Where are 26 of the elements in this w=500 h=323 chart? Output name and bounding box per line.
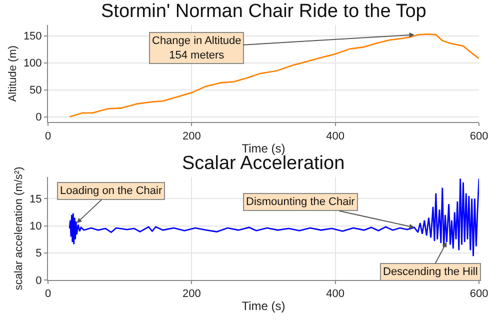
- annotation: Loading on the Chair: [60, 185, 162, 197]
- x-axis-title: Time (s): [242, 141, 286, 156]
- y-tick-label: 5: [36, 248, 42, 260]
- y-tick-label: 10: [30, 220, 42, 233]
- x-axis-title: Time (s): [242, 299, 286, 314]
- y-tick-label: 100: [23, 58, 42, 70]
- x-tick-label: 0: [44, 288, 52, 300]
- y-tick-label: 150: [23, 30, 42, 43]
- y-axis-title: Altitude (m): [7, 45, 20, 102]
- line-series: [68, 33, 479, 118]
- y-tick-label: 0: [36, 274, 42, 287]
- x-tick-label: 400: [326, 288, 345, 300]
- y-tick-label: 50: [30, 84, 42, 97]
- annotation: Dismounting the Chair: [246, 196, 356, 208]
- annotation: Descending the Hill: [383, 266, 478, 278]
- x-tick-label: 200: [182, 130, 201, 142]
- x-tick-label: 0: [44, 130, 52, 142]
- annotation: Change in Altitude 154 meters: [152, 35, 242, 62]
- y-tick-label: 15: [30, 194, 42, 206]
- x-tick-label: 200: [182, 288, 201, 300]
- y-axis-title: scalar acceleration (m/s²): [13, 166, 26, 290]
- x-tick-label: 600: [470, 288, 488, 300]
- y-tick-label: 0: [36, 112, 42, 124]
- chart-title: Stormin' Norman Chair Ride to the Top: [101, 1, 426, 22]
- x-tick-label: 400: [326, 130, 345, 142]
- x-tick-label: 600: [470, 130, 488, 142]
